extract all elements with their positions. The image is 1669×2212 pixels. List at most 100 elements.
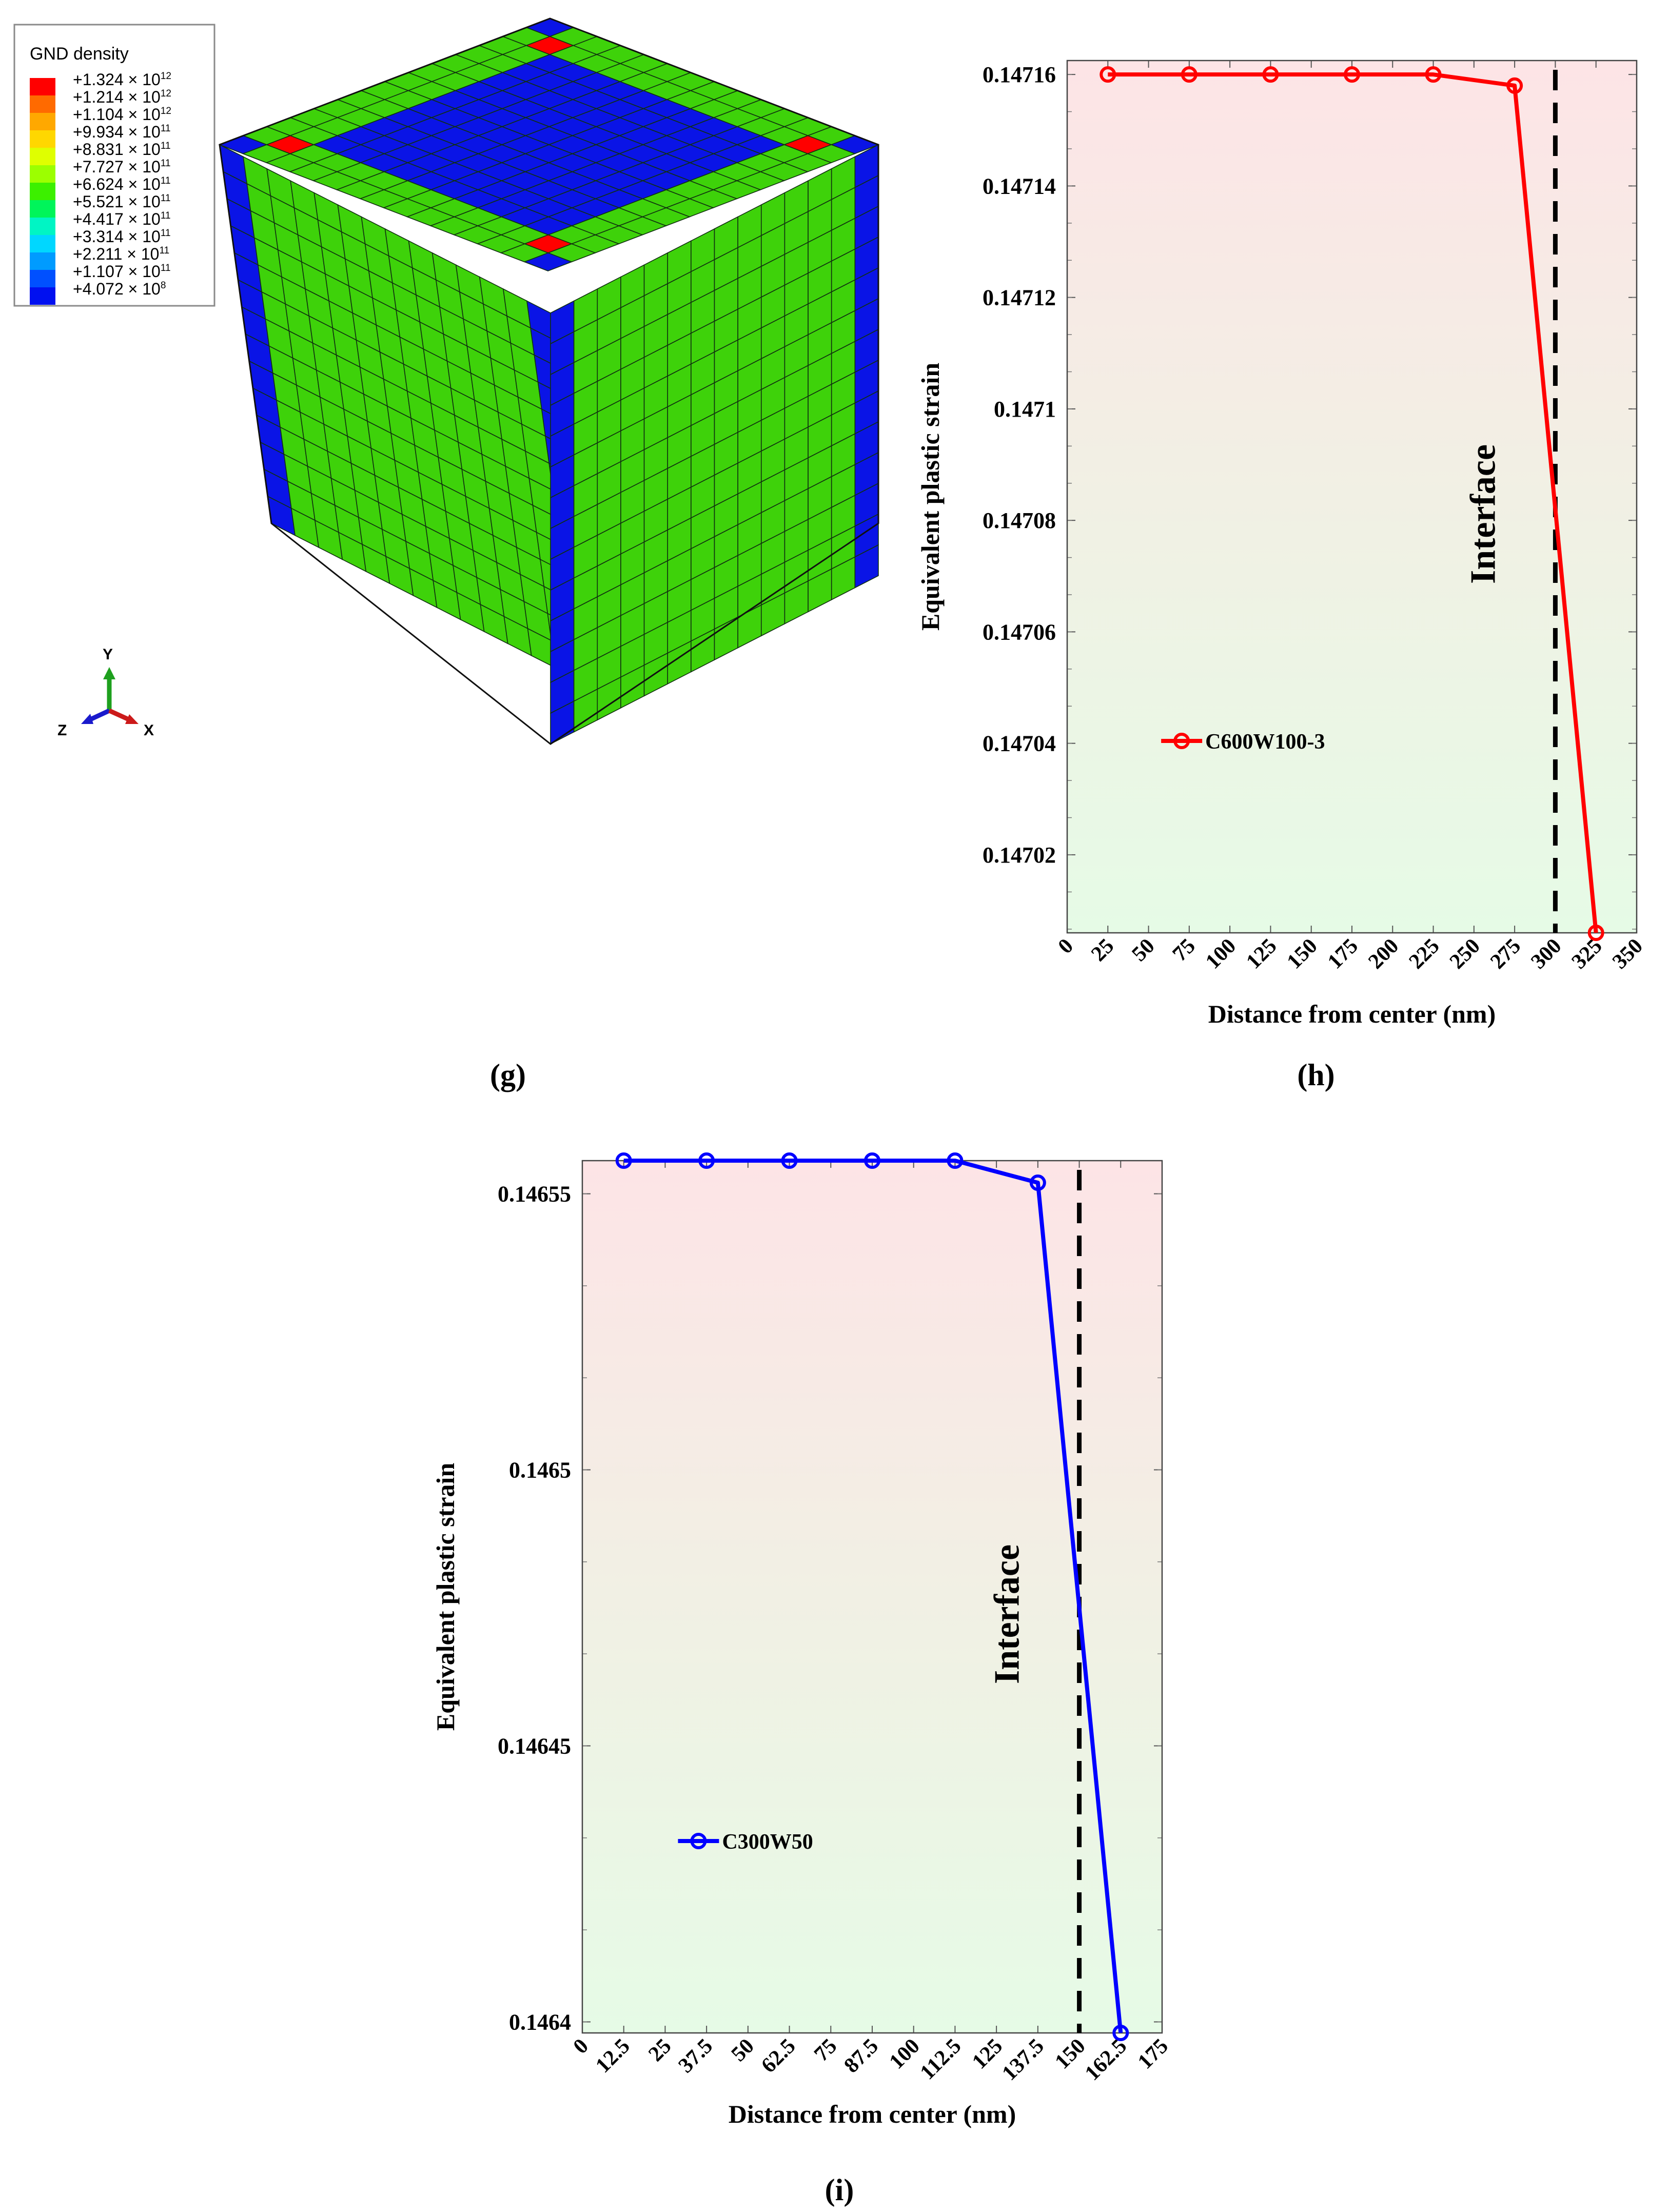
data-point (1506, 77, 1523, 94)
legend-swatch (30, 270, 55, 287)
legend-value: +1.214 × 1012 (73, 88, 171, 106)
x-tick-label: 300 (1526, 934, 1566, 974)
legend-value: +1.107 × 1011 (73, 262, 171, 281)
x-tick-label: 50 (727, 2034, 759, 2066)
series-line (623, 1159, 1123, 2033)
x-tick-label: 25 (644, 2034, 676, 2066)
x-tick-label: 137.5 (998, 2034, 1049, 2085)
cube-right-face (550, 144, 879, 745)
fem-cube-panel: GND density +1.324 × 1012+1.214 × 1012+1… (13, 17, 880, 1092)
x-tick-label: 62.5 (757, 2034, 800, 2078)
x-tick-label: 0 (569, 2034, 593, 2059)
legend-value: +4.072 × 108 (73, 280, 166, 298)
fem-cube (218, 17, 880, 745)
data-point (1181, 66, 1197, 83)
legend-value: +2.211 × 1011 (73, 245, 169, 263)
y-tick-label: 0.14655 (498, 1182, 571, 1207)
plot-area (582, 1161, 1162, 2033)
x-tick-label: 0 (1054, 934, 1078, 958)
legend-value: +6.624 × 1011 (73, 175, 171, 193)
y-tick-label: 0.14716 (983, 62, 1056, 87)
x-tick-label: 200 (1364, 934, 1403, 974)
y-tick-label: 0.14706 (983, 619, 1056, 644)
legend-swatch (30, 218, 55, 235)
x-tick-label: 112.5 (916, 2034, 966, 2085)
x-tick-label: 12.5 (591, 2034, 634, 2078)
legend-swatch (30, 235, 55, 252)
legend-label: C300W50 (722, 1830, 813, 1854)
legend-value: +4.417 × 1011 (73, 210, 171, 228)
axis-x-label: X (144, 722, 154, 739)
legend-value: +9.934 × 1011 (73, 123, 171, 141)
legend-swatch (30, 130, 55, 148)
panel-label-g: (g) (490, 1058, 526, 1092)
y-tick-label: 0.14704 (983, 731, 1056, 756)
legend-swatch (30, 200, 55, 218)
x-tick-label: 75 (810, 2034, 841, 2066)
y-tick-label: 0.1465 (509, 1458, 571, 1483)
axis-z-label: Z (57, 722, 67, 739)
x-tick-label: 87.5 (840, 2034, 883, 2078)
axis-y-label: Y (103, 646, 113, 663)
cube-left-face (219, 144, 603, 693)
data-point (698, 1152, 715, 1169)
legend-swatch (30, 183, 55, 200)
x-tick-label: 225 (1405, 934, 1444, 974)
x-tick-label: 325 (1567, 934, 1607, 974)
y-tick-label: 0.14712 (983, 285, 1056, 310)
legend-marker (690, 1833, 707, 1849)
legend-value: +5.521 × 1011 (73, 192, 171, 211)
gnd-legend-entries: +1.324 × 1012+1.214 × 1012+1.104 × 1012+… (30, 70, 171, 305)
data-point (1099, 66, 1116, 83)
panel-label-h: (h) (1297, 1058, 1334, 1092)
x-tick-label: 75 (1168, 934, 1200, 966)
gnd-legend-title: GND density (30, 44, 129, 64)
y-tick-label: 0.1471 (994, 397, 1056, 422)
legend-swatch (30, 165, 55, 183)
data-point (947, 1152, 964, 1169)
interface-label: Interface (1463, 444, 1503, 584)
legend-marker (1173, 733, 1190, 749)
x-tick-label: 37.5 (674, 2034, 717, 2078)
x-tick-label: 125 (1242, 934, 1281, 974)
y-tick-label: 0.14645 (498, 1734, 571, 1759)
x-tick-label: 162.5 (1081, 2034, 1131, 2085)
legend-swatch (30, 113, 55, 130)
data-point (1029, 1174, 1046, 1191)
x-axis-title: Distance from center (nm) (729, 2100, 1016, 2128)
y-axis-title: Equivalent plastic strain (916, 363, 945, 631)
data-point (1262, 66, 1279, 83)
data-point (1344, 66, 1360, 83)
legend-swatch (30, 78, 55, 95)
data-point (1425, 66, 1442, 83)
y-axis-title: Equivalent plastic strain (431, 1463, 460, 1731)
x-tick-label: 250 (1445, 934, 1485, 974)
x-tick-label: 350 (1608, 934, 1647, 974)
data-point (781, 1152, 798, 1169)
series-line (1108, 72, 1598, 933)
x-tick-label: 150 (1283, 934, 1322, 974)
data-point (615, 1152, 632, 1169)
data-point (864, 1152, 880, 1169)
y-tick-label: 0.14708 (983, 508, 1056, 533)
legend-value: +7.727 × 1011 (73, 158, 171, 176)
y-tick-label: 0.14702 (983, 843, 1056, 868)
x-tick-label: 25 (1087, 934, 1118, 966)
axis-triad: Y Z X (57, 646, 154, 739)
interface-label: Interface (988, 1544, 1027, 1684)
y-tick-label: 0.1464 (509, 2009, 571, 2034)
x-tick-label: 175 (1133, 2034, 1173, 2074)
panel-label-i: (i) (825, 2173, 854, 2207)
x-tick-label: 275 (1486, 934, 1525, 974)
legend-value: +1.324 × 1012 (73, 70, 171, 89)
y-tick-label: 0.14714 (983, 173, 1056, 199)
legend-swatch (30, 95, 55, 113)
legend-swatch (30, 148, 55, 165)
chart-h: 0 25 50 75 100 125 150 175 200 225 250 275 300 325 350… (916, 60, 1647, 1028)
legend-swatch (30, 287, 55, 305)
data-point (1587, 925, 1604, 941)
x-axis-title: Distance from center (nm) (1208, 1000, 1496, 1028)
x-tick-label: 175 (1323, 934, 1363, 974)
plot-area (1067, 61, 1637, 933)
